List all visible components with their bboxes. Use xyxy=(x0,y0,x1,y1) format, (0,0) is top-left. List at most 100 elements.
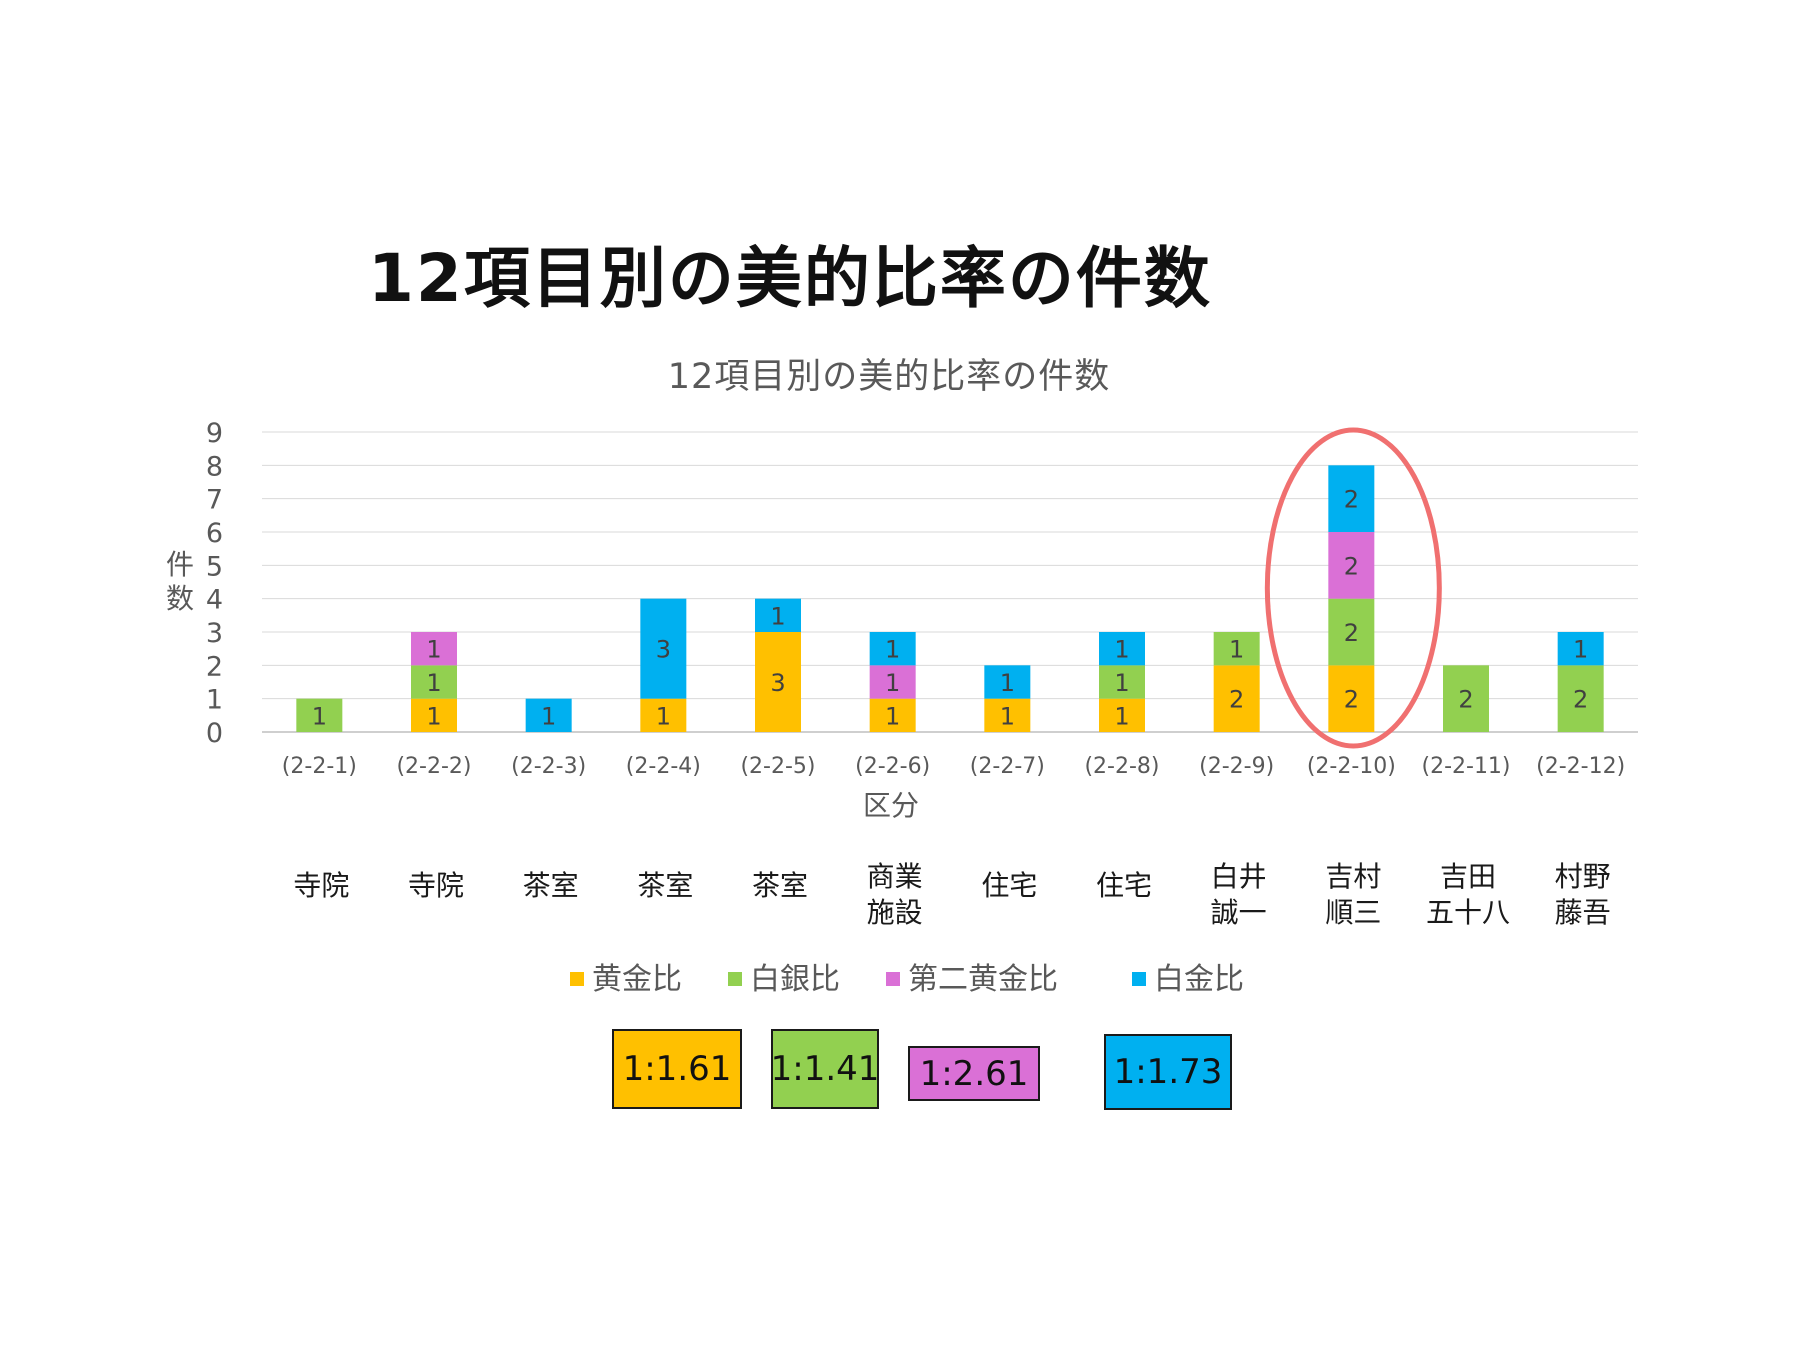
bar-segment xyxy=(296,698,343,732)
category-description: 順三 xyxy=(1325,896,1381,929)
legend-swatch xyxy=(1132,972,1146,986)
y-tick-label: 8 xyxy=(206,451,223,482)
category-description: 吉田 xyxy=(1440,860,1496,893)
data-label: 1 xyxy=(1000,702,1015,730)
bar-segment xyxy=(1213,632,1260,666)
data-label: 1 xyxy=(1114,636,1129,664)
legend-label: 第二黄金比 xyxy=(908,962,1058,997)
data-label: 1 xyxy=(1573,636,1588,664)
y-tick-label: 6 xyxy=(206,518,223,549)
category-description: 藤吾 xyxy=(1555,896,1611,929)
x-tick-label: (2-2-3) xyxy=(511,754,586,779)
bar-segment xyxy=(1099,698,1145,732)
data-label: 3 xyxy=(770,669,785,697)
x-tick-label: (2-2-5) xyxy=(740,754,815,779)
bar-segment xyxy=(1213,665,1260,732)
bar-segment xyxy=(755,632,801,732)
x-tick-label: (2-2-4) xyxy=(626,754,701,779)
x-tick-label: (2-2-2) xyxy=(396,754,471,779)
x-tick-label: (2-2-6) xyxy=(855,754,930,779)
legend-swatch xyxy=(886,972,900,986)
legend: 黄金比 白銀比 第二黄金比 白金比 xyxy=(570,962,1244,997)
legend-label: 白金比 xyxy=(1154,962,1244,997)
data-label: 2 xyxy=(1573,686,1588,714)
x-tick-label: (2-2-12) xyxy=(1536,754,1625,779)
bar-segment xyxy=(755,598,801,632)
y-tick-label: 9 xyxy=(206,418,223,449)
x-tick-label: (2-2-8) xyxy=(1084,754,1159,779)
data-label: 1 xyxy=(312,702,327,730)
data-label: 2 xyxy=(1458,686,1473,714)
x-tick-label: (2-2-11) xyxy=(1421,754,1510,779)
bar-segment xyxy=(1099,665,1145,699)
category-description: 茶室 xyxy=(523,869,579,902)
data-label: 1 xyxy=(885,702,900,730)
bar-segment xyxy=(1099,632,1145,666)
data-label: 1 xyxy=(1114,669,1129,697)
category-description: 住宅 xyxy=(981,869,1037,902)
ratio-box: 1:1.73 xyxy=(1104,1034,1232,1110)
y-tick-label: 3 xyxy=(206,618,223,649)
ratio-box: 1:1.41 xyxy=(771,1029,879,1109)
bars: 1 1 1 1 1 1 3 3 1 1 1 1 1 1 1 1 1 2 1 2 2 2 2 2 2 1 xyxy=(296,465,1604,732)
data-label: 1 xyxy=(541,702,556,730)
bar-segment xyxy=(1443,665,1489,732)
bar-segment xyxy=(411,698,457,732)
y-tick-label: 1 xyxy=(206,685,223,716)
bar-segment xyxy=(1557,632,1604,666)
category-description: 茶室 xyxy=(752,869,808,902)
data-label: 2 xyxy=(1344,619,1359,647)
bar-segment xyxy=(525,698,572,732)
category-description: 住宅 xyxy=(1096,869,1152,902)
bar-segment xyxy=(411,665,457,699)
x-tick-label: (2-2-7) xyxy=(970,754,1045,779)
y-tick-label: 0 xyxy=(206,718,223,749)
data-label: 2 xyxy=(1344,486,1359,514)
data-label: 1 xyxy=(1000,669,1015,697)
slide-title: 12項目別の美的比率の件数 xyxy=(368,240,1212,317)
data-label: 1 xyxy=(885,669,900,697)
x-tick-label: (2-2-9) xyxy=(1199,754,1274,779)
bar-segment xyxy=(869,698,916,732)
highlight-ellipse xyxy=(1264,427,1442,749)
y-tick-label: 7 xyxy=(206,485,223,516)
category-description: 施設 xyxy=(867,896,923,929)
y-axis-label: 件数 xyxy=(166,548,194,615)
y-tick-label: 4 xyxy=(206,585,223,616)
x-axis-ticks: (2-2-1) (2-2-2) (2-2-3) (2-2-4) (2-2-5) (2-2-… xyxy=(282,754,1625,779)
ratio-box: 1:1.61 xyxy=(612,1029,742,1109)
legend-label: 白銀比 xyxy=(750,962,840,997)
y-axis-label-char: 件 xyxy=(166,548,194,581)
data-label: 1 xyxy=(656,702,671,730)
y-axis-label-char: 数 xyxy=(166,582,194,615)
data-label: 1 xyxy=(770,602,785,630)
data-label: 2 xyxy=(1229,686,1244,714)
bar-segment xyxy=(984,665,1031,699)
highlight-ellipse xyxy=(1264,427,1442,749)
data-label: 2 xyxy=(1344,552,1359,580)
category-description: 茶室 xyxy=(637,869,693,902)
data-label: 1 xyxy=(426,636,441,664)
legend-label: 黄金比 xyxy=(592,962,682,997)
x-tick-label: (2-2-10) xyxy=(1307,754,1396,779)
bar-segment xyxy=(1328,532,1375,599)
chart-title: 12項目別の美的比率の件数 xyxy=(668,357,1111,397)
category-description: 白井 xyxy=(1211,860,1267,893)
category-description: 誠一 xyxy=(1211,896,1267,929)
data-label: 1 xyxy=(1229,636,1244,664)
data-label: 1 xyxy=(426,702,441,730)
category-description: 村野 xyxy=(1555,860,1611,893)
bar-segment xyxy=(869,665,916,699)
y-tick-label: 2 xyxy=(206,651,223,682)
bar-segment xyxy=(984,698,1031,732)
gridlines xyxy=(262,431,1638,733)
bar-segment xyxy=(1328,465,1375,532)
bar-segment xyxy=(869,632,916,666)
bar-segment xyxy=(640,598,687,699)
category-description: 五十八 xyxy=(1426,896,1510,929)
data-label: 1 xyxy=(1114,702,1129,730)
legend-swatch xyxy=(570,972,584,986)
